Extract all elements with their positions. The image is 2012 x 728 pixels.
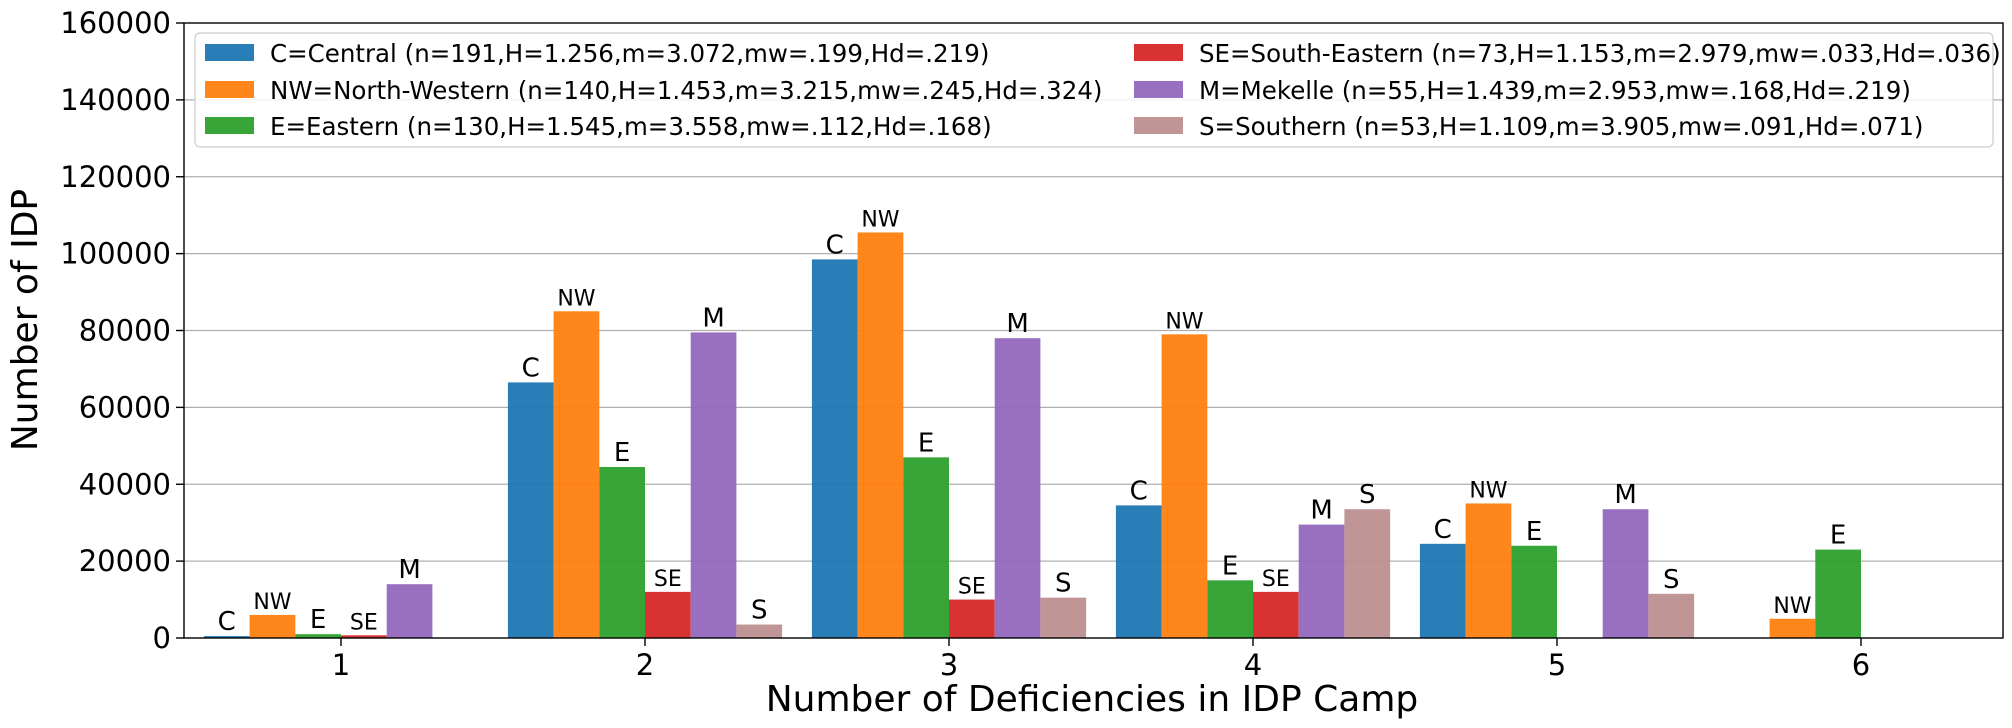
bar-nw [1769,618,1816,638]
legend-swatch-s [1134,117,1183,134]
legend-swatch-nw [205,81,254,98]
bar-s [1648,593,1695,638]
bar-c [1419,543,1466,638]
bar-se [949,599,995,638]
y-tick-label: 120000 [60,160,171,194]
y-tick-label: 100000 [60,237,171,271]
bar-label: E [1222,551,1238,581]
legend-entry: E=Eastern (n=130,H=1.545,m=3.558,mw=.112… [270,112,992,141]
bar-e [1207,580,1253,638]
y-tick-label: 140000 [60,83,171,117]
bar-label: SE [654,567,682,592]
legend-swatch-c [205,44,254,61]
legend-entry: C=Central (n=191,H=1.256,m=3.072,mw=.199… [270,39,989,68]
bar-label: SE [350,610,378,635]
bar-m [386,584,433,638]
y-tick-label: 60000 [79,390,171,424]
bar-e [599,466,645,638]
y-tick-label: 0 [153,621,171,655]
x-tick-label: 5 [1548,648,1566,682]
y-axis-title: Number of IDP [5,189,46,451]
bar-label: SE [1262,567,1290,592]
bar-c [203,636,250,638]
x-tick-label: 2 [636,648,654,682]
legend-swatch-se [1134,44,1183,61]
bar-m [994,338,1041,638]
bar-label: E [614,438,630,468]
bars [203,232,1861,638]
bar-se [1253,591,1299,638]
x-axis-title: Number of Deficiencies in IDP Camp [766,679,1419,720]
x-tick-label: 6 [1852,648,1870,682]
bar-label: E [918,428,934,458]
bar-label: M [1310,496,1332,526]
bar-label: M [1614,480,1636,510]
bar-label: S [1055,569,1072,599]
bar-nw [249,614,296,638]
bar-label: NW [1469,478,1507,503]
legend-box [194,32,1994,148]
legend: C=Central (n=191,H=1.256,m=3.072,mw=.199… [194,32,2001,148]
y-tick-label: 20000 [79,544,171,578]
bar-e [295,634,341,638]
bar-label: S [1359,480,1376,510]
bar-label: E [310,605,326,635]
legend-swatch-m [1134,81,1183,98]
bar-c [1115,505,1162,638]
bar-s [736,624,783,638]
bar-label: C [826,230,844,260]
x-tick-label: 3 [940,648,958,682]
bar-label: S [1663,565,1680,595]
legend-entry: NW=North-Western (n=140,H=1.453,m=3.215,… [270,76,1102,105]
bar-label: NW [253,590,291,615]
bar-label: M [398,555,420,585]
bar-nw [1465,503,1512,638]
bar-label: S [751,596,768,626]
bar-c [507,382,554,638]
bar-nw [857,232,904,638]
bar-m [690,332,737,638]
bar-s [1040,597,1087,638]
y-tick-label: 40000 [79,467,171,501]
bar-s [1344,509,1391,638]
bar-label: NW [1773,594,1811,619]
bar-m [1298,524,1345,638]
bar-label: NW [1165,309,1203,334]
bar-label: NW [861,207,899,232]
legend-entry: M=Mekelle (n=55,H=1.439,m=2.953,mw=.168,… [1199,76,1911,105]
bar-label: SE [958,575,986,600]
bar-e [903,457,949,638]
bar-se [341,635,387,638]
x-tick-label: 1 [332,648,350,682]
bar-m [1602,509,1649,638]
bar-label: NW [557,286,595,311]
bar-label: C [522,353,540,383]
y-tick-label: 80000 [79,314,171,348]
bar-nw [553,311,600,638]
legend-entry: SE=South-Eastern (n=73,H=1.153,m=2.979,m… [1199,39,2001,68]
bar-label: E [1526,517,1542,547]
bar-label: C [1130,476,1148,506]
y-axis-ticks: 0 20000 40000 60000 80000 100000 120000 140000 1… [60,6,184,655]
bar-nw [1161,334,1208,638]
bar-label: M [702,303,724,333]
bar-label: C [1434,515,1452,545]
legend-entry: S=Southern (n=53,H=1.109,m=3.905,mw=.091… [1199,112,1923,141]
x-tick-label: 4 [1244,648,1262,682]
bar-label: E [1830,521,1846,551]
y-tick-label: 160000 [60,6,171,40]
x-axis-ticks: 1 2 3 4 5 6 [332,638,1870,682]
grid-lines [184,99,2003,562]
bar-label: M [1006,309,1028,339]
bar-e [1511,545,1557,638]
bar-c [811,259,858,638]
bar-label: C [218,607,236,637]
bar-e [1815,549,1861,638]
bar-se [645,591,691,638]
legend-swatch-e [205,117,254,134]
